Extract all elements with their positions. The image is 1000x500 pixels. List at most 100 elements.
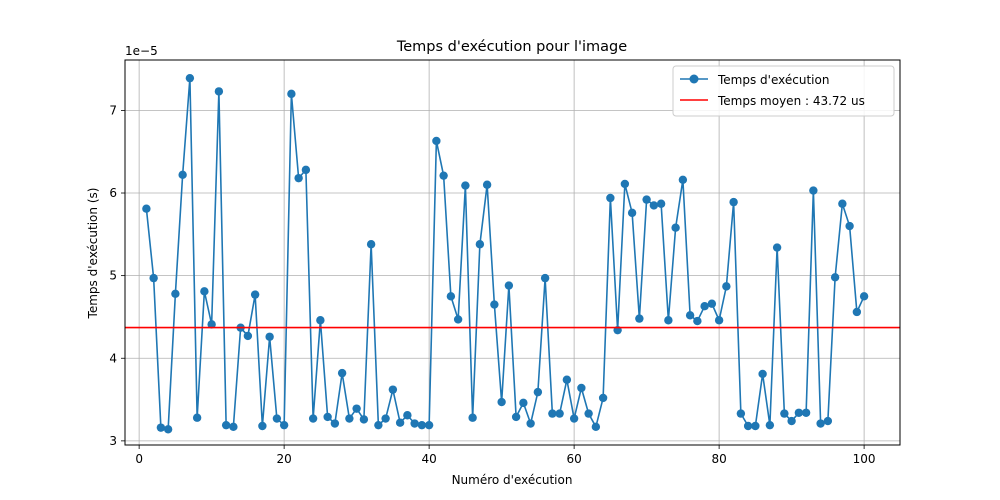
data-point — [743, 421, 753, 431]
data-point — [830, 273, 840, 282]
data-point — [468, 413, 477, 422]
data-point — [511, 412, 521, 422]
data-point — [417, 420, 427, 430]
data-point — [671, 223, 680, 232]
data-point — [685, 311, 695, 320]
data-point — [374, 420, 383, 430]
data-point — [185, 73, 195, 83]
data-point — [381, 414, 390, 423]
x-tick-label: 0 — [135, 452, 143, 466]
data-point — [736, 409, 746, 418]
data-point — [221, 420, 231, 430]
series-line — [145, 77, 865, 431]
data-point — [207, 320, 216, 329]
data-point — [635, 314, 644, 323]
data-point — [562, 375, 572, 384]
data-point — [794, 408, 804, 417]
data-point — [279, 420, 289, 430]
x-tick-label: 80 — [711, 452, 726, 466]
data-point — [526, 419, 535, 428]
chart-title: Temps d'exécution pour l'image — [396, 39, 627, 55]
data-point — [729, 197, 738, 207]
data-point — [490, 300, 499, 309]
data-point — [591, 422, 601, 432]
data-point — [424, 420, 434, 430]
data-point — [678, 175, 688, 184]
data-point — [272, 414, 282, 423]
series-layer — [125, 73, 900, 434]
data-point — [461, 181, 470, 190]
data-point — [519, 398, 528, 408]
data-point — [693, 316, 702, 326]
x-tick-label: 40 — [421, 452, 436, 466]
data-point — [403, 411, 412, 420]
data-point — [606, 193, 615, 203]
x-axis: 0 20 40 60 80 100 — [135, 445, 876, 466]
data-point — [366, 240, 376, 249]
data-point — [627, 208, 637, 218]
data-point — [569, 414, 579, 423]
data-point — [229, 422, 238, 432]
y-tick-label: 3 — [109, 434, 117, 448]
data-point — [504, 281, 514, 290]
data-point — [555, 409, 564, 418]
data-point — [838, 199, 847, 208]
plot-area — [125, 60, 900, 445]
data-point — [410, 419, 419, 428]
data-point — [178, 170, 187, 180]
data-point — [359, 415, 369, 424]
data-point — [475, 240, 485, 249]
data-point — [584, 409, 593, 418]
data-point — [656, 199, 666, 208]
data-point — [395, 418, 405, 427]
y-offset-label: 1e−5 — [125, 44, 158, 58]
y-tick-label: 5 — [109, 269, 117, 283]
data-point — [171, 289, 180, 299]
data-point — [446, 292, 456, 301]
x-axis-label: Numéro d'exécution — [452, 473, 573, 487]
data-point — [214, 87, 224, 96]
data-point — [301, 165, 311, 175]
data-point — [664, 316, 673, 325]
data-point — [287, 89, 296, 99]
x-tick-label: 100 — [853, 452, 876, 466]
legend-marker-series — [689, 74, 699, 84]
data-point — [751, 421, 760, 431]
plot-frame — [124, 59, 901, 446]
data-point — [816, 419, 825, 428]
data-point — [700, 302, 709, 311]
data-point — [482, 180, 492, 189]
data-point — [598, 393, 608, 403]
y-tick-label: 4 — [109, 351, 117, 365]
y-axis: 3 4 5 6 7 — [109, 103, 125, 448]
data-point — [258, 421, 267, 431]
data-point — [142, 204, 151, 213]
data-point — [388, 385, 398, 394]
data-point — [533, 387, 543, 397]
data-point — [620, 179, 630, 189]
y-axis-label: Temps d'exécution (s) — [86, 188, 100, 320]
legend-label-series: Temps d'exécution — [717, 73, 829, 87]
data-point — [809, 186, 818, 195]
data-point — [859, 292, 869, 301]
data-point — [330, 419, 340, 428]
data-point — [432, 136, 441, 146]
data-point — [649, 201, 659, 210]
data-point — [200, 287, 209, 296]
data-point — [801, 408, 811, 417]
legend: Temps d'exécution Temps moyen : 43.72 us — [672, 65, 895, 117]
data-point — [308, 414, 318, 423]
data-point — [345, 414, 354, 423]
data-point — [337, 368, 347, 378]
data-point — [265, 332, 274, 341]
data-point — [149, 273, 158, 283]
data-point — [497, 397, 506, 407]
data-point — [156, 423, 166, 432]
data-point — [163, 425, 173, 434]
y-tick-label: 7 — [109, 103, 117, 117]
data-point — [758, 369, 767, 379]
data-point — [316, 316, 325, 325]
data-point — [772, 243, 782, 252]
data-point — [548, 409, 557, 418]
